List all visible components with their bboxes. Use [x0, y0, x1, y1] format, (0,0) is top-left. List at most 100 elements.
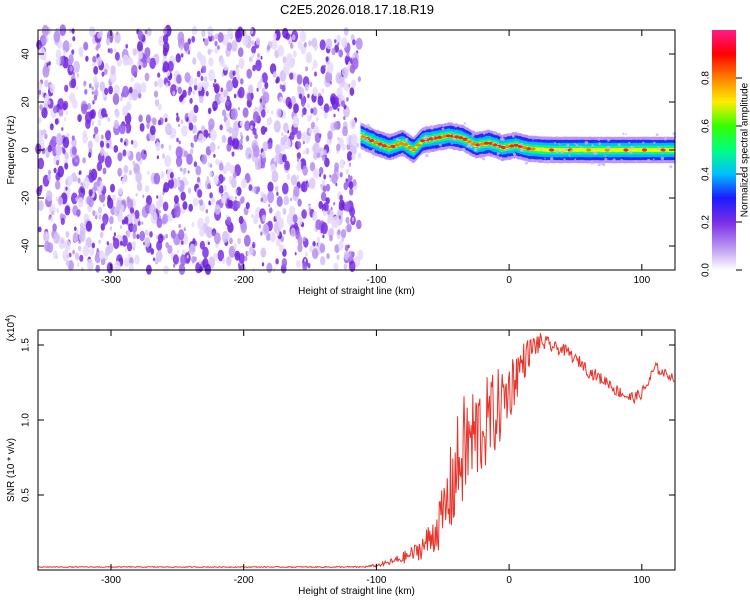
spectrogram-cell [116, 31, 119, 36]
spectrogram-cell [133, 163, 141, 176]
spectrogram-cell [65, 110, 69, 116]
spectrogram-cell [348, 260, 356, 273]
spectrogram-cell [269, 207, 273, 214]
spectrogram-cell [223, 64, 228, 71]
spectrogram-cell [53, 30, 61, 43]
spectrogram-cell [309, 245, 313, 253]
spectrogram-cell [290, 42, 294, 49]
spectrogram-cell [248, 184, 253, 192]
snr-y-multiplier-base: (x10 [6, 321, 17, 341]
spectrogram-cell [297, 243, 303, 253]
spectrogram-cell [175, 53, 181, 63]
spectrogram-cell [275, 238, 281, 247]
spectrogram-cell [560, 150, 564, 154]
spectrogram-cell [193, 134, 198, 143]
spectrogram-cell [312, 106, 318, 116]
spectrogram-cell [71, 135, 75, 141]
spectrogram-cell [219, 96, 223, 102]
spectrogram-cell [242, 107, 249, 118]
spectrogram-cell [254, 158, 262, 171]
spectrogram-cell [532, 138, 534, 141]
spectrogram-cell [82, 177, 90, 189]
spectrogram-cell [172, 254, 179, 265]
spectrogram-cell [192, 197, 198, 207]
spectrogram-cell [221, 254, 224, 259]
spectrogram-cell [207, 162, 211, 168]
spectrogram-cell [252, 111, 260, 123]
spectrogram-cell [395, 137, 399, 141]
colorbar-tick-label: 0.0 [701, 263, 712, 277]
spectrogram-cell [258, 224, 261, 229]
spectrogram-cell [454, 124, 458, 128]
spectrogram-cell [299, 30, 307, 43]
spectrogram-cell [351, 79, 356, 88]
spectrogram-cell [278, 219, 284, 229]
spectrogram-cell [221, 230, 229, 243]
colorbar-tick-label: 0.2 [701, 215, 712, 229]
spectrogram-cell [290, 174, 298, 186]
spectrogram-cell [308, 177, 316, 190]
spectrogram-cell [333, 202, 336, 206]
spectrogram-cell [88, 83, 92, 89]
spectrogram-cell [38, 89, 42, 95]
spectrogram-cell [73, 233, 79, 243]
spectrogram-cell [211, 265, 214, 269]
spectrogram-cell [63, 100, 69, 110]
spectrogram-cell [165, 233, 169, 239]
spectrogram-cell [438, 143, 442, 147]
spectrogram-cell [200, 55, 207, 67]
spectrogram-cell [71, 49, 75, 55]
spectrogram-y-tick-label: 20 [21, 96, 32, 108]
spectrogram-cell [201, 154, 208, 165]
spectrogram-cell [390, 144, 396, 148]
spectrogram-cell [149, 231, 153, 238]
spectrogram-cell [91, 242, 96, 249]
spectrogram-cell [344, 201, 351, 212]
spectrogram-cell [152, 257, 156, 262]
spectrogram-cell [107, 117, 111, 122]
spectrogram-cell [641, 148, 648, 152]
spectrogram-cell [99, 140, 105, 148]
spectrogram-cell [574, 158, 577, 161]
spectrogram-cell [235, 189, 238, 194]
spectrogram-cell [377, 142, 383, 146]
spectrogram-cell [157, 78, 164, 88]
spectrogram-cell [325, 38, 333, 50]
spectrogram-cell [195, 165, 202, 176]
spectrogram-cell [507, 147, 510, 150]
spectrogram-cell [70, 78, 77, 89]
spectrogram-cell [512, 152, 517, 156]
spectrogram-cell [625, 133, 628, 135]
spectrogram-cell [180, 119, 184, 125]
spectrogram-cell [250, 125, 253, 130]
spectrogram-cell [144, 237, 151, 248]
spectrogram-cell [336, 254, 340, 260]
spectrogram-cell [558, 143, 560, 145]
spectrogram-cell [337, 229, 341, 236]
spectrogram-cell [530, 147, 536, 151]
spectrogram-cell [286, 53, 293, 65]
spectrogram-cell [559, 144, 561, 146]
spectrogram-cell [57, 165, 64, 178]
spectrogram-cell [323, 202, 329, 212]
spectrogram-cell [550, 157, 554, 161]
spectrogram-cell [334, 162, 339, 171]
spectrogram-cell [290, 197, 293, 202]
spectrogram-cell [307, 93, 310, 99]
spectrogram-cell [66, 176, 73, 187]
spectrogram-cell [540, 149, 543, 151]
spectrogram-cell [235, 68, 240, 76]
spectrogram-cell [262, 214, 266, 222]
spectrogram-cell [496, 152, 500, 156]
spectrogram-cell [262, 193, 268, 204]
spectrogram-cell [246, 68, 252, 79]
spectrogram-cell [75, 197, 78, 202]
spectrogram-cell [227, 136, 233, 146]
spectrogram-cell [357, 249, 364, 261]
spectrogram-cell [343, 182, 349, 191]
spectrogram-x-tick-label: -300 [101, 275, 121, 286]
spectrogram-cell [266, 117, 272, 126]
spectrogram-cell [79, 254, 84, 262]
spectrogram-cell [260, 109, 266, 118]
spectrogram-cell [204, 216, 210, 225]
